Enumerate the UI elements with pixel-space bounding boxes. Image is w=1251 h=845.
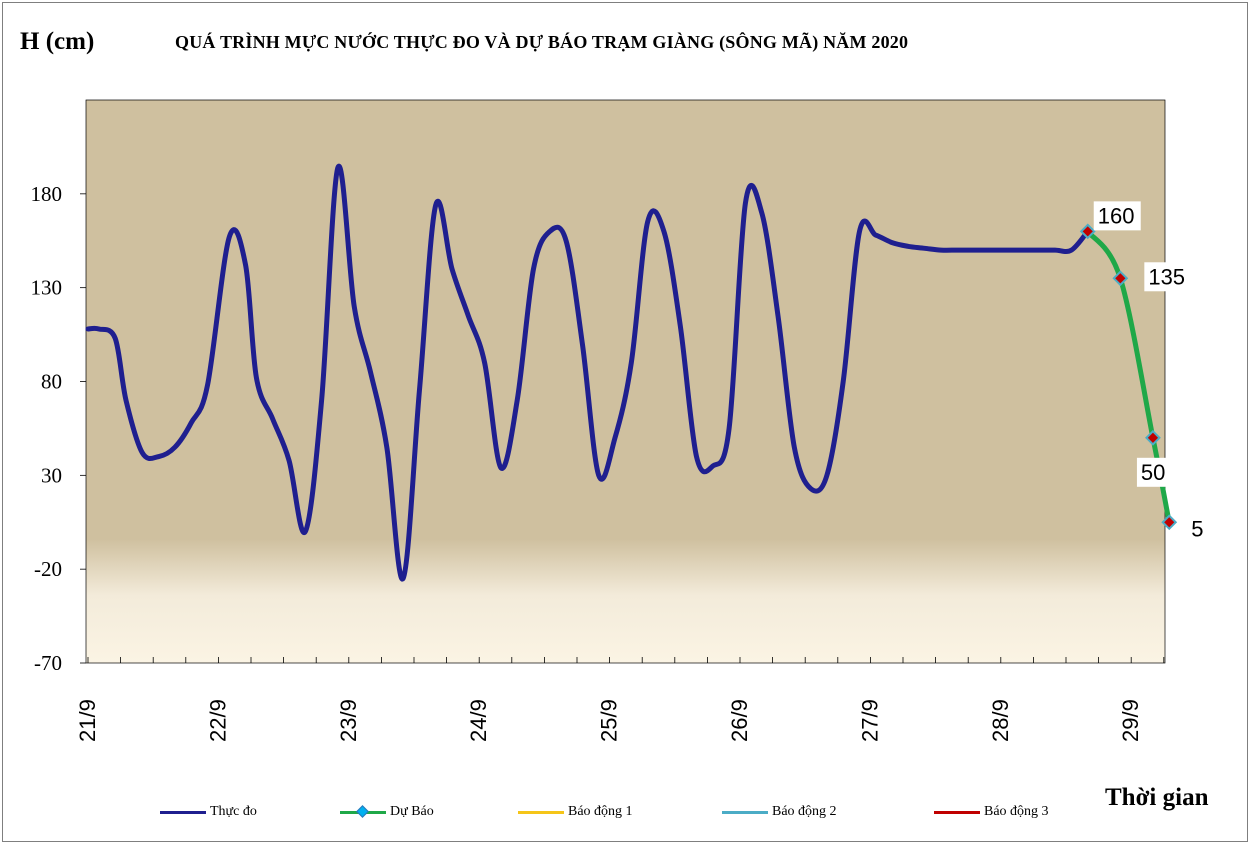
series-line-du-bao bbox=[1085, 228, 1172, 525]
legend-marker-du-bao bbox=[356, 804, 369, 818]
x-tick-label: 27/9 bbox=[857, 699, 882, 742]
forecast-point bbox=[1112, 270, 1129, 287]
legend-label-bao-dong-2: Báo động 2 bbox=[772, 804, 837, 819]
y-tick-label: 180 bbox=[31, 182, 63, 206]
legend-swatch-thuc-do bbox=[160, 810, 206, 814]
legend: Thực đo Dự Báo Báo động 1 Báo động 2 Báo… bbox=[0, 801, 1251, 823]
series-line-thuc-do bbox=[85, 163, 1091, 582]
x-tick-label: 25/9 bbox=[597, 699, 622, 742]
legend-item-du-bao: Dự Báo bbox=[340, 801, 434, 823]
data-label-bg bbox=[1093, 201, 1141, 231]
data-labels: 160 135 50 5 bbox=[1093, 201, 1209, 544]
y-tick-label: 30 bbox=[41, 463, 62, 487]
plot-area bbox=[85, 99, 1166, 664]
x-tick-label: 21/9 bbox=[75, 699, 100, 742]
y-tick-label: 130 bbox=[31, 276, 63, 300]
y-tick-label: -20 bbox=[34, 557, 62, 581]
data-label-bg bbox=[1136, 457, 1171, 487]
legend-item-bao-dong-3: Báo động 3 bbox=[934, 801, 1049, 823]
legend-swatch-bao-dong-3 bbox=[934, 810, 980, 814]
forecast-point bbox=[1079, 223, 1096, 240]
chart-title: QUÁ TRÌNH MỰC NƯỚC THỰC ĐO VÀ DỰ BÁO TRẠ… bbox=[175, 32, 909, 52]
legend-item-bao-dong-1: Báo động 1 bbox=[518, 801, 633, 823]
legend-swatch-bao-dong-1 bbox=[518, 810, 564, 814]
legend-label-thuc-do: Thực đo bbox=[210, 804, 257, 819]
data-label-bg bbox=[1144, 262, 1192, 292]
data-label-bg bbox=[1187, 514, 1209, 544]
y-axis-label: H (cm) bbox=[20, 28, 95, 55]
legend-label-du-bao: Dự Báo bbox=[390, 804, 434, 819]
legend-label-bao-dong-1: Báo động 1 bbox=[568, 804, 633, 819]
data-label: 160 bbox=[1098, 203, 1135, 228]
x-tick-label: 29/9 bbox=[1118, 699, 1143, 742]
forecast-point bbox=[1145, 429, 1161, 446]
y-tick-label: -70 bbox=[34, 651, 62, 675]
forecast-point bbox=[1161, 514, 1178, 531]
y-tick-label: 80 bbox=[41, 370, 62, 394]
x-tick-label: 26/9 bbox=[727, 699, 752, 742]
data-label: 5 bbox=[1191, 516, 1203, 541]
series-layer bbox=[85, 163, 1178, 582]
x-axis-label: Thời gian bbox=[1105, 784, 1209, 811]
x-tick-label: 24/9 bbox=[466, 699, 491, 742]
x-tick-label: 28/9 bbox=[988, 699, 1013, 742]
axes: -70 -20 30 80 130 180 21/9 22/9 23/9 24/9 25/9 26/9… bbox=[31, 182, 1165, 742]
legend-swatch-bao-dong-2 bbox=[722, 810, 768, 814]
legend-label-bao-dong-3: Báo động 3 bbox=[984, 804, 1049, 819]
data-label: 135 bbox=[1148, 264, 1185, 289]
data-label: 50 bbox=[1141, 460, 1165, 485]
legend-swatch-du-bao bbox=[340, 804, 386, 818]
x-tick-label: 23/9 bbox=[336, 699, 361, 742]
x-tick-label: 22/9 bbox=[205, 699, 230, 742]
legend-item-thuc-do: Thực đo bbox=[160, 801, 257, 823]
legend-item-bao-dong-2: Báo động 2 bbox=[722, 801, 837, 823]
